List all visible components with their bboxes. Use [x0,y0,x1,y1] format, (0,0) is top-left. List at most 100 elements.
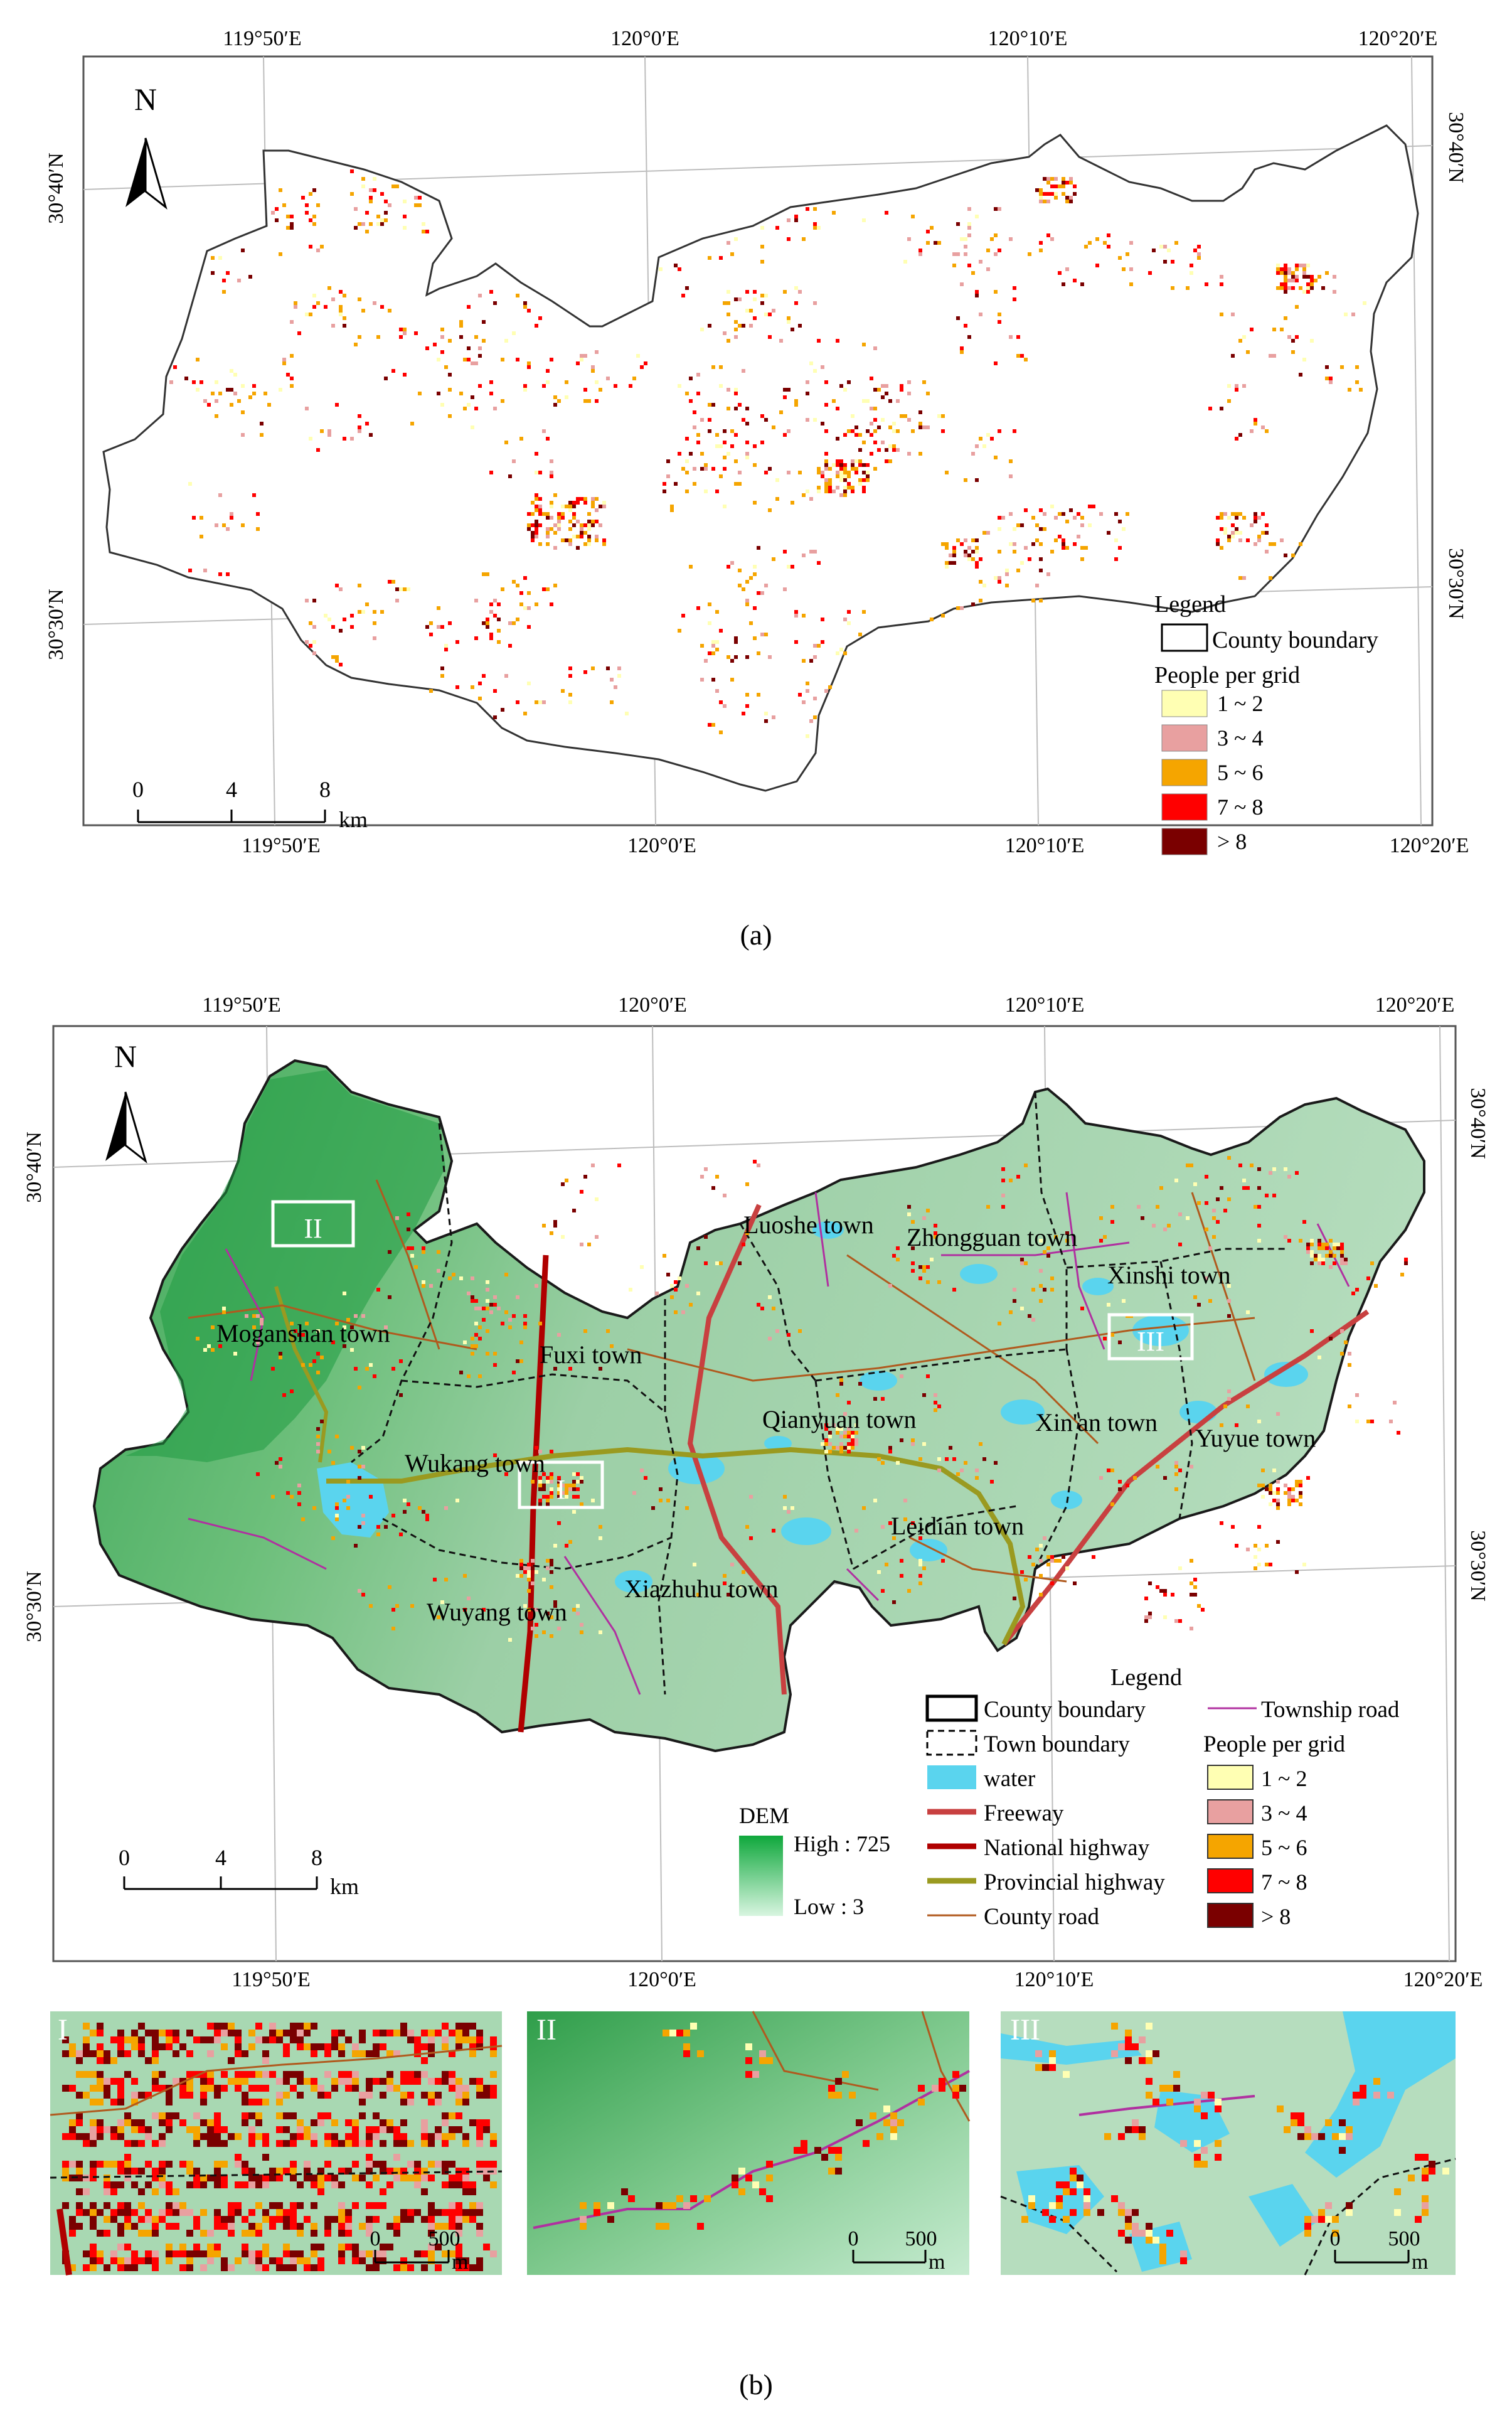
population-grid-cell [1042,2064,1049,2071]
population-grid-cell [1139,2133,1146,2140]
population-grid-cell [881,384,885,388]
population-grid-cell [117,2133,124,2140]
population-grid-cell [843,388,847,392]
population-grid-cell [366,2126,373,2133]
population-grid-cell [1318,1261,1321,1265]
population-grid-cell [738,1585,742,1589]
population-grid-cell [1333,1254,1336,1258]
population-grid-cell [824,486,828,490]
population-grid-cell [1355,1420,1359,1423]
population-grid-cell [685,392,689,395]
population-grid-cell [449,2078,455,2085]
population-grid-cell [248,2112,255,2119]
population-grid-cell [681,1310,685,1314]
population-grid-cell [391,1514,395,1517]
population-grid-cell [550,501,553,505]
population-grid-cell [331,2140,338,2147]
population-grid-cell [839,474,843,478]
population-grid-cell [580,1190,583,1194]
population-grid-cell [228,2202,235,2209]
population-grid-cell [449,2250,455,2257]
population-grid-cell [350,437,354,441]
population-grid-cell [998,1322,1001,1325]
town-label-xinan: Xin'an town [1035,1408,1158,1437]
panel-b: II III I Luoshe town Zhongguan town Xins… [23,993,1489,1991]
population-grid-cell [90,2161,97,2168]
population-grid-cell [97,2085,104,2092]
population-grid-cell [986,531,990,535]
town-label-wukang: Wukang town [405,1449,545,1477]
population-grid-cell [138,2257,145,2264]
population-grid-cell [228,2209,235,2216]
population-grid-cell [760,226,764,230]
population-grid-cell [809,719,813,723]
population-grid-cell [866,471,870,474]
population-grid-cell [471,1344,474,1348]
population-grid-cell [854,433,858,437]
population-grid-cell [455,2250,462,2257]
population-grid-cell [885,1563,888,1566]
population-grid-cell [813,301,817,305]
population-grid-cell [1159,2250,1166,2257]
population-grid-cell [1174,1461,1178,1465]
population-grid-cell [242,2216,248,2223]
population-grid-cell [440,1600,444,1604]
population-grid-cell [531,531,535,535]
population-grid-cell [294,1329,297,1333]
population-grid-cell [1062,538,1065,542]
population-grid-cell [207,2023,214,2030]
population-grid-cell [934,1401,937,1404]
population-grid-cell [979,313,982,316]
population-grid-cell [531,1559,535,1563]
population-grid-cell [335,659,339,663]
population-grid-cell [693,482,696,486]
population-grid-cell [97,2257,104,2264]
population-grid-cell [535,602,538,606]
population-grid-cell [523,305,527,309]
population-grid-cell [324,2140,331,2147]
population-grid-cell [449,2161,455,2168]
population-grid-cell [173,365,177,369]
population-grid-cell [76,2168,83,2175]
population-grid-cell [386,2181,393,2188]
population-grid-cell [787,429,791,433]
population-grid-cell [952,1288,956,1292]
population-grid-cell [373,301,376,305]
population-grid-cell [1208,1246,1212,1250]
population-grid-cell [283,2209,290,2216]
population-grid-cell [221,2181,228,2188]
population-grid-cell [1304,2216,1311,2223]
population-grid-cell [255,2257,262,2264]
population-grid-cell [727,339,730,343]
population-grid-cell [233,392,237,395]
population-grid-cell [449,2085,455,2092]
population-grid-cell [738,2168,745,2175]
population-grid-cell [572,1487,576,1491]
population-grid-cell [497,1307,501,1310]
population-grid-cell [365,230,369,233]
population-grid-cell [1180,2250,1187,2257]
population-grid-cell [1133,1476,1137,1480]
population-grid-cell [990,237,994,241]
population-grid-cell [442,2140,449,2147]
population-grid-cell [890,2119,897,2126]
population-grid-cell [979,557,982,561]
legend-town-boundary-label: Town boundary [984,1731,1130,1757]
population-grid-cell [644,1476,647,1480]
population-grid-cell [979,437,982,441]
population-grid-cell [376,1533,380,1536]
population-grid-cell [311,2023,317,2030]
population-grid-cell [233,1352,237,1356]
population-grid-cell [817,339,821,343]
population-grid-cell [1050,1276,1054,1280]
population-grid-cell [338,2181,345,2188]
population-grid-cell [309,1363,312,1367]
population-grid-cell [69,2085,76,2092]
population-grid-cell [821,365,824,369]
population-grid-cell [836,651,839,655]
population-grid-cell [1028,1555,1031,1559]
population-grid-cell [305,211,309,215]
population-grid-cell [783,1506,787,1510]
population-grid-cell [316,249,320,252]
population-grid-cell [474,361,478,365]
